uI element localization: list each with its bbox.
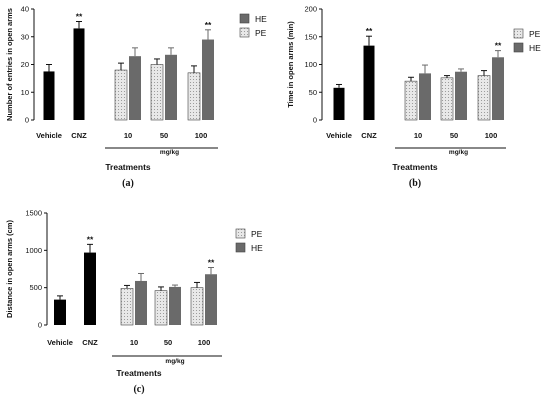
bar-50-pe	[440, 77, 454, 121]
x-axis-label: Treatments	[105, 162, 151, 172]
x-tick-label: CNZ	[82, 338, 98, 347]
legend-swatch-pe	[235, 228, 246, 239]
legend-label-pe: PE	[251, 229, 263, 239]
bar-50-he	[165, 54, 177, 120]
x-axis-label: Treatments	[116, 368, 162, 378]
significance-label: **	[208, 258, 215, 268]
y-tick-label: 50	[309, 88, 317, 97]
significance-label: **	[366, 26, 373, 36]
y-tick-label: 200	[304, 5, 317, 14]
bar-50-he	[455, 71, 467, 120]
bar-50-pe	[150, 64, 164, 121]
y-axis-label: Number of entries in open arms	[5, 8, 14, 121]
bar-10-he	[129, 56, 141, 120]
bar-10-pe	[404, 80, 418, 121]
x-tick-label: 50	[160, 131, 168, 140]
y-tick-label: 30	[21, 32, 29, 41]
bar-50-he	[169, 286, 181, 325]
bar-10-he	[419, 73, 431, 120]
y-tick-label: 500	[29, 283, 42, 292]
x-tick-label: CNZ	[71, 131, 87, 140]
bar-vehicle-vehicle	[43, 71, 55, 120]
legend-label-pe: PE	[255, 28, 267, 38]
bar-10-pe	[114, 69, 128, 121]
x-tick-label: Vehicle	[47, 338, 73, 347]
bar-100-pe	[477, 75, 491, 121]
x-tick-label: 10	[130, 338, 138, 347]
bar-10-pe	[120, 288, 134, 326]
x-tick-label: CNZ	[361, 131, 377, 140]
legend-label-he: HE	[251, 243, 263, 253]
bar-10-he	[135, 280, 147, 325]
dose-unit-label: mg/kg	[160, 149, 179, 156]
bar-cnz-cnz	[363, 45, 375, 120]
bar-cnz-cnz	[84, 252, 96, 325]
x-tick-label: 50	[450, 131, 458, 140]
significance-label: **	[87, 234, 94, 244]
panel-label: (c)	[133, 384, 144, 395]
y-tick-label: 10	[21, 88, 29, 97]
chart-panel-2: 0 50 100 150 200 Time in open arms (min) Vehic…	[286, 5, 541, 190]
legend-swatch-he	[235, 242, 246, 253]
panel-label: (a)	[122, 178, 134, 189]
y-tick-label: 0	[313, 116, 317, 125]
bar-100-pe	[187, 72, 201, 121]
legend-swatch-pe	[239, 27, 250, 38]
bar-100-pe	[190, 287, 204, 326]
y-tick-label: 150	[304, 32, 317, 41]
x-tick-label: 50	[164, 338, 172, 347]
x-tick-label: 100	[195, 131, 208, 140]
x-tick-label: 100	[485, 131, 498, 140]
y-tick-label: 0	[25, 116, 29, 125]
bar-50-pe	[154, 290, 168, 326]
x-axis-label: Treatments	[392, 162, 438, 172]
dose-unit-label: mg/kg	[449, 149, 468, 156]
y-tick-label: 0	[38, 321, 42, 330]
y-tick-label: 1500	[25, 209, 42, 218]
y-tick-label: 100	[304, 60, 317, 69]
significance-label: **	[76, 11, 83, 21]
chart-panel-1: 0 10 20 30 40 Number of entries in open arms V…	[5, 5, 267, 190]
y-tick-label: 20	[21, 60, 29, 69]
bar-vehicle-vehicle	[333, 87, 345, 120]
x-tick-label: 100	[198, 338, 211, 347]
y-axis-label: Time in open arms (min)	[286, 21, 295, 108]
legend-label-he: HE	[529, 43, 541, 53]
significance-label: **	[205, 20, 212, 30]
legend-label-he: HE	[255, 14, 267, 24]
bar-vehicle-vehicle	[54, 299, 66, 325]
significance-label: **	[495, 41, 502, 51]
bar-100-he	[492, 57, 504, 120]
legend-label-pe: PE	[529, 29, 541, 39]
x-tick-label: 10	[414, 131, 422, 140]
bar-100-he	[205, 274, 217, 325]
legend-swatch-he	[513, 42, 524, 53]
y-axis-label: Distance in open arms (cm)	[5, 220, 14, 318]
x-tick-label: Vehicle	[326, 131, 352, 140]
bar-100-he	[202, 39, 214, 120]
legend-swatch-he	[239, 13, 250, 24]
bar-cnz-cnz	[73, 28, 85, 120]
y-tick-label: 1000	[25, 246, 42, 255]
dose-unit-label: mg/kg	[165, 358, 184, 365]
legend-swatch-pe	[513, 28, 524, 39]
x-tick-label: 10	[124, 131, 132, 140]
x-tick-label: Vehicle	[36, 131, 62, 140]
panel-label: (b)	[409, 178, 421, 189]
chart-panel-3: 0 500 1000 1500 Distance in open arms (cm) Ve…	[5, 209, 263, 396]
y-tick-label: 40	[21, 5, 29, 14]
